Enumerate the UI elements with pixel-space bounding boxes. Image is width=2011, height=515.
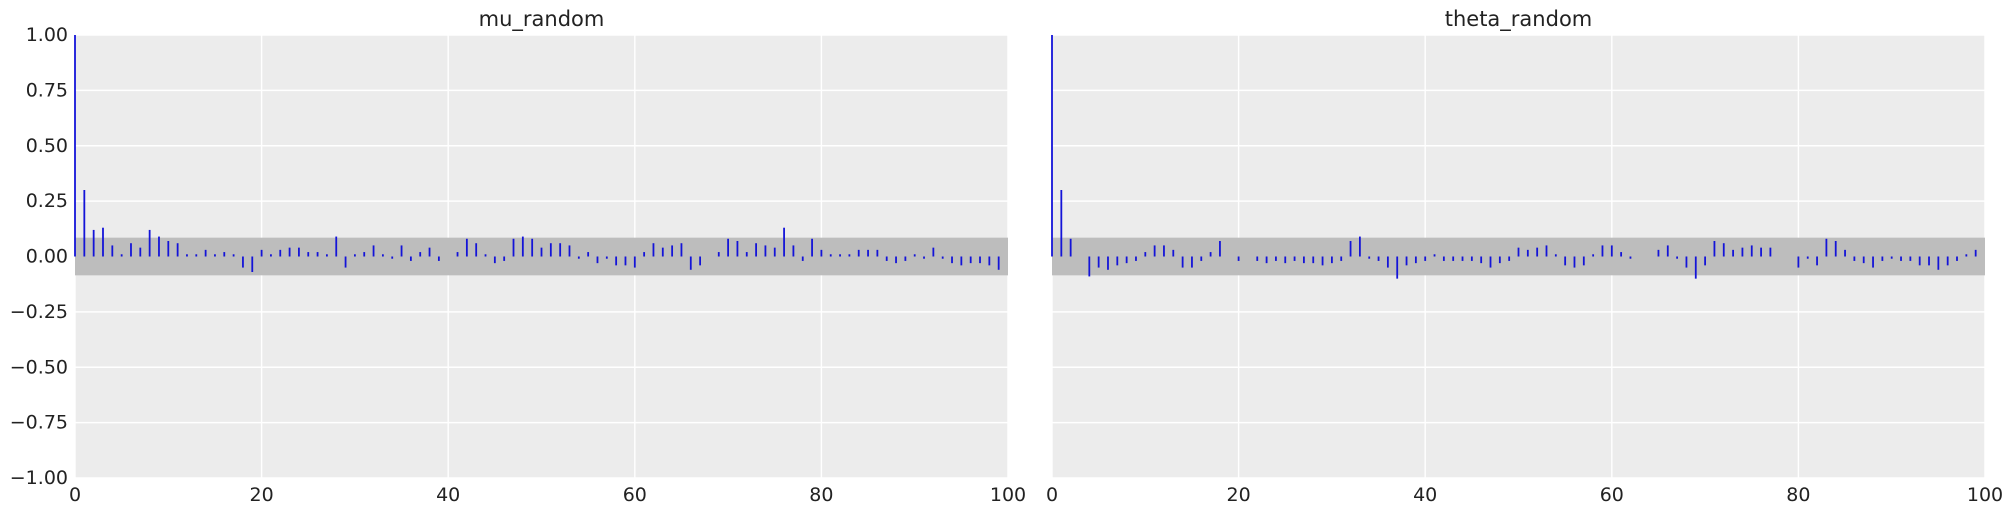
y-tick-label: −1.00	[10, 467, 68, 489]
y-tick-label: 1.00	[26, 24, 68, 46]
x-tick-label: 40	[436, 484, 460, 506]
x-tick-label: 0	[69, 484, 81, 506]
y-tick-label: −0.25	[10, 301, 68, 323]
x-tick-label: 40	[1413, 484, 1437, 506]
y-tick-label: 0.25	[26, 190, 68, 212]
chart-title: theta_random	[1445, 7, 1593, 32]
y-tick-label: −0.75	[10, 412, 68, 434]
x-tick-label: 20	[1227, 484, 1251, 506]
x-tick-label: 0	[1046, 484, 1058, 506]
x-tick-label: 80	[1786, 484, 1810, 506]
chart-panel-1: mu_random 0 20 40 60 80 100 1.00 0.75 0.50 0.25 0.0…	[10, 7, 1026, 506]
x-tick-label: 100	[990, 484, 1026, 506]
chart-panel-2: theta_random 0 20 40 60 80 100	[1046, 7, 2003, 506]
x-tick-label: 20	[250, 484, 274, 506]
y-tick-label: 0.50	[26, 135, 68, 157]
x-tick-label: 80	[809, 484, 833, 506]
y-tick-label: −0.50	[10, 356, 68, 378]
chart-title: mu_random	[479, 7, 605, 32]
y-tick-label: 0.75	[26, 79, 68, 101]
x-tick-label: 60	[1600, 484, 1624, 506]
x-tick-label: 100	[1967, 484, 2003, 506]
x-tick-label: 60	[623, 484, 647, 506]
y-tick-label: 0.00	[26, 246, 68, 268]
